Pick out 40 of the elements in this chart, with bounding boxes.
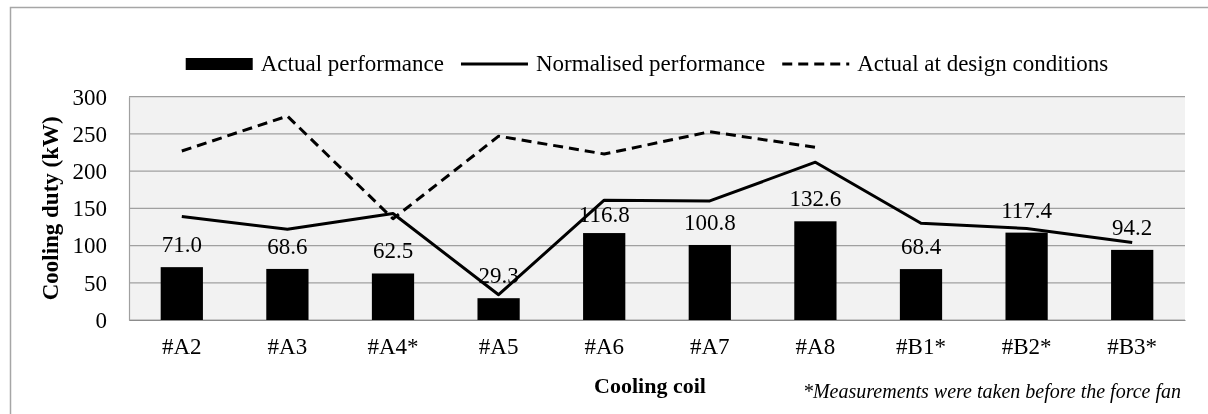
data-label: 132.6 xyxy=(789,186,842,212)
y-tick-label: 300 xyxy=(72,84,107,110)
y-tick-label: 0 xyxy=(95,307,107,333)
bar xyxy=(899,269,943,320)
legend-label: Actual performance xyxy=(260,51,444,76)
data-label: 68.6 xyxy=(267,233,308,259)
y-tick-label: 150 xyxy=(72,196,107,222)
legend-label: Normalised performance xyxy=(535,51,766,76)
x-tick-label: #A6 xyxy=(584,334,625,360)
bar xyxy=(794,221,837,320)
x-tick-label: #B1* xyxy=(896,334,946,360)
bar xyxy=(160,267,203,320)
bar xyxy=(1111,249,1154,320)
bar xyxy=(477,298,520,320)
x-tick-label: #A3 xyxy=(267,334,308,360)
data-label: 62.5 xyxy=(372,238,414,264)
y-tick-label: 250 xyxy=(72,121,107,147)
data-label: 68.4 xyxy=(900,234,942,260)
legend-label: Actual at design conditions xyxy=(857,51,1109,76)
y-axis-title: Cooling duty (kW) xyxy=(38,116,63,301)
text: *Measurements were taken before the force fan xyxy=(802,380,1181,403)
x-tick-label: #B3* xyxy=(1107,334,1158,360)
x-tick-label: #A5 xyxy=(478,334,519,360)
x-tick-label: #A8 xyxy=(795,334,836,360)
y-tick-label: 100 xyxy=(72,233,107,259)
data-label: 94.2 xyxy=(1112,214,1153,240)
bar xyxy=(371,273,415,320)
bar xyxy=(266,268,309,320)
x-tick-label: #A4* xyxy=(367,334,419,360)
x-tick-label: #B2* xyxy=(1001,334,1052,360)
y-tick-label: 50 xyxy=(84,270,107,296)
x-axis-title: Cooling coil xyxy=(594,373,706,398)
x-tick-label: #A2 xyxy=(161,334,202,360)
bar xyxy=(583,233,626,320)
data-label: 117.4 xyxy=(1001,197,1053,223)
y-tick-label: 200 xyxy=(72,158,107,184)
data-label: 71.0 xyxy=(161,232,202,258)
x-tick-label: #A7 xyxy=(689,334,730,360)
bar xyxy=(688,244,731,320)
data-label: 100.8 xyxy=(683,209,736,235)
